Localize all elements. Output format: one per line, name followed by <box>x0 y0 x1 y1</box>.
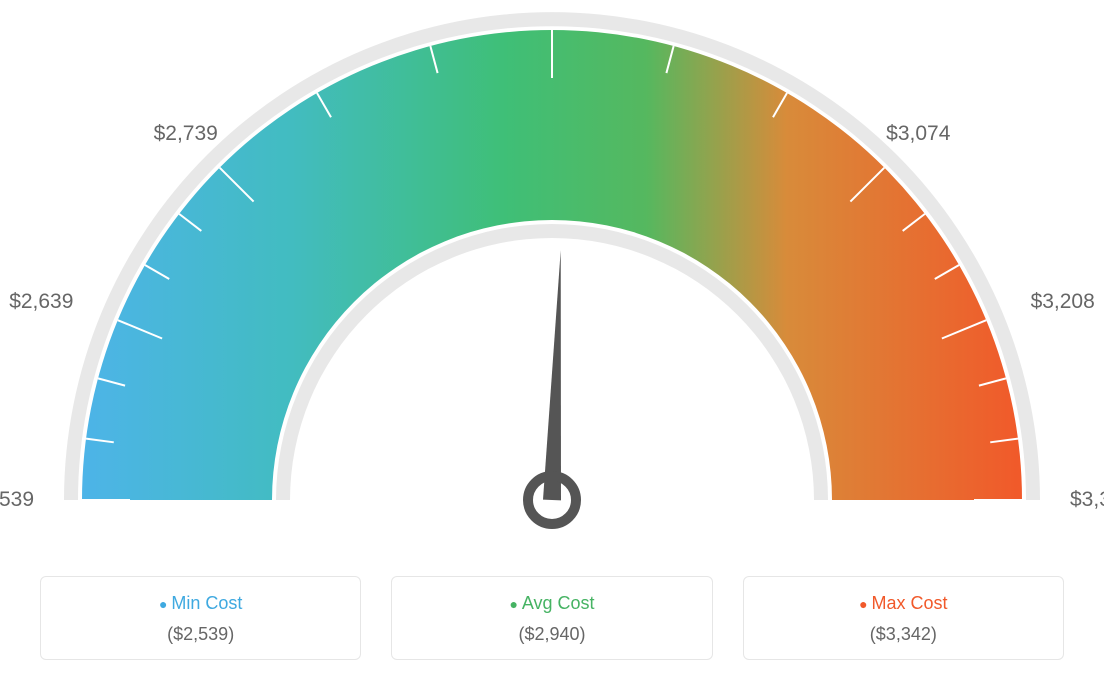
gauge-tick-label: $3,074 <box>886 122 950 146</box>
gauge-tick-label: $3,208 <box>1031 290 1095 314</box>
gauge-tick-label: $2,539 <box>0 488 34 512</box>
gauge-tick-label: $3,342 <box>1070 488 1104 512</box>
summary-cards: Min Cost ($2,539) Avg Cost ($2,940) Max … <box>40 576 1064 660</box>
gauge-area: $2,539$2,639$2,739$2,940$3,074$3,208$3,3… <box>0 0 1104 560</box>
gauge-tick-label: $2,639 <box>9 290 73 314</box>
avg-cost-card: Avg Cost ($2,940) <box>391 576 712 660</box>
gauge-svg <box>0 0 1104 560</box>
max-cost-value: ($3,342) <box>756 624 1051 645</box>
gauge-chart-container: $2,539$2,639$2,739$2,940$3,074$3,208$3,3… <box>0 0 1104 690</box>
gauge-tick-label: $2,739 <box>154 122 218 146</box>
max-cost-label: Max Cost <box>756 593 1051 614</box>
avg-cost-value: ($2,940) <box>404 624 699 645</box>
max-cost-card: Max Cost ($3,342) <box>743 576 1064 660</box>
avg-cost-label: Avg Cost <box>404 593 699 614</box>
min-cost-card: Min Cost ($2,539) <box>40 576 361 660</box>
min-cost-label: Min Cost <box>53 593 348 614</box>
min-cost-value: ($2,539) <box>53 624 348 645</box>
